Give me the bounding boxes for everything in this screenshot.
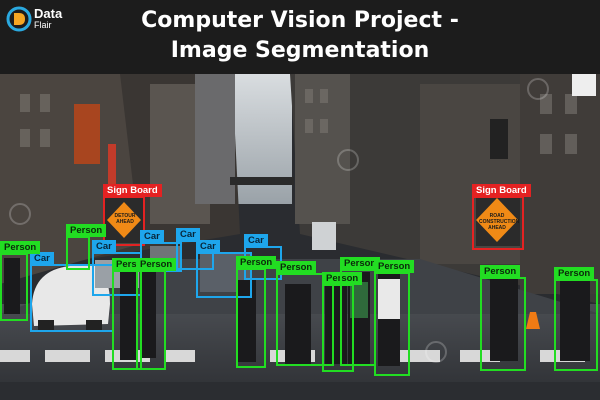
person-label: Person — [236, 256, 277, 269]
person-detection: Person — [340, 257, 381, 366]
car-detection: Car — [196, 240, 252, 298]
road-sign-left-text: DETOUR AHEAD — [114, 213, 136, 225]
person-detection: Person — [66, 224, 107, 270]
person-detection: Person — [0, 241, 41, 321]
title-banner: Data Flair Computer Vision Project - Ima… — [0, 0, 600, 74]
person-label: Person — [66, 224, 107, 237]
person-detection: Person — [136, 258, 177, 370]
person-detection: Person — [236, 256, 277, 368]
person-detection: Person — [276, 261, 334, 366]
car-label: Car — [176, 228, 200, 241]
person-label: Person — [322, 272, 363, 285]
sign-board-label: Sign Board — [103, 184, 162, 197]
page-title: Computer Vision Project - Image Segmenta… — [0, 6, 600, 66]
car-label: Car — [140, 230, 164, 243]
car-label: Car — [30, 252, 54, 265]
person-label: Person — [136, 258, 177, 271]
car-detection: Car — [176, 228, 214, 270]
title-line-2: Image Segmentation — [170, 38, 430, 63]
person-detection: Person — [554, 267, 598, 371]
person-detection: Person — [480, 265, 526, 371]
person-label: Person — [0, 241, 41, 254]
person-label: Person — [340, 257, 381, 270]
logo-text-data: Data — [34, 6, 63, 21]
logo-text-flair: Flair — [34, 20, 52, 30]
road-sign-right-text: ROAD CONSTRUCTION AHEAD — [479, 213, 520, 231]
person-label: Person — [374, 260, 415, 273]
sign-board-detection-left: Sign Board — [103, 184, 162, 246]
logo-mark-icon — [6, 6, 32, 32]
person-label: Person — [554, 267, 595, 280]
street-scene-photo: Sign Board Sign Board Car Car Car Car Ca… — [0, 74, 600, 400]
car-label: Car — [244, 234, 268, 247]
car-label: Car — [92, 240, 116, 253]
dataflair-logo: Data Flair — [6, 5, 66, 35]
person-label: Person — [480, 265, 521, 278]
person-detection: Person — [374, 260, 415, 376]
title-line-1: Computer Vision Project - — [141, 8, 459, 33]
sign-board-detection-right: Sign Board — [472, 184, 531, 250]
sign-board-label: Sign Board — [472, 184, 531, 197]
car-label: Car — [196, 240, 220, 253]
person-detection: Person — [322, 272, 363, 372]
person-label: Person — [276, 261, 317, 274]
